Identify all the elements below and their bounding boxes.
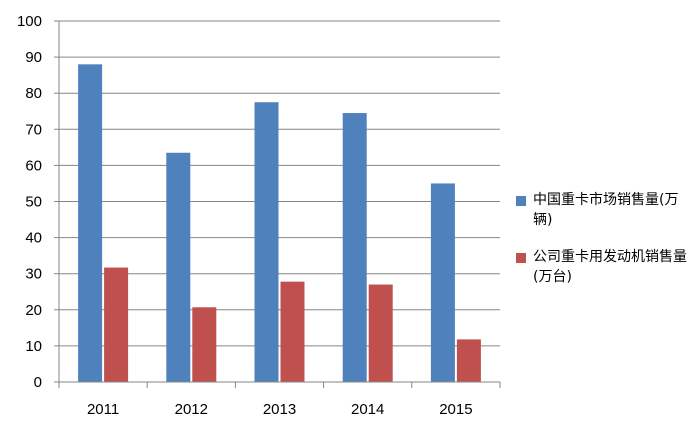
y-tick-label: 10 [25,338,42,355]
bar-engine-2013 [280,281,305,382]
legend-swatch-engine [516,253,526,263]
y-tick-label: 30 [25,266,42,283]
y-tick-label: 60 [25,157,42,174]
gridlines [59,20,500,347]
y-tick-label: 0 [34,374,42,391]
bar-market-2011 [78,64,103,382]
legend-item-engine: 公司重卡用发动机销售量(万台) [516,247,696,287]
bar-engine-2011 [104,267,129,382]
y-tick-label: 80 [25,85,42,102]
x-tick-label: 2015 [439,401,472,418]
y-axis-ticks: 0 10 20 30 40 50 60 70 80 90 100 [17,13,59,391]
x-axis-ticks: 2011 2012 2013 2014 2015 [58,382,501,418]
x-tick-label: 2013 [263,401,296,418]
y-tick-label: 90 [25,49,42,66]
x-tick-label: 2014 [351,401,384,418]
y-tick-label: 40 [25,230,42,247]
x-tick-label: 2012 [175,401,208,418]
bar-engine-2012 [192,307,217,382]
bar-engine-2014 [368,284,393,382]
legend-swatch-market [516,196,526,206]
bar-market-2012 [166,152,191,382]
bar-market-2015 [430,183,455,382]
bars [78,64,481,383]
legend-label-engine: 公司重卡用发动机销售量(万台) [533,249,687,285]
legend-item-market: 中国重卡市场销售量(万辆) [516,190,696,230]
legend: 中国重卡市场销售量(万辆) 公司重卡用发动机销售量(万台) [516,190,696,304]
legend-label-market: 中国重卡市场销售量(万辆) [533,192,679,228]
y-tick-label: 70 [25,121,42,138]
bar-engine-2015 [456,339,481,382]
bar-market-2013 [254,102,279,382]
y-tick-label: 100 [17,13,42,30]
bar-market-2014 [342,113,367,383]
y-tick-label: 50 [25,194,42,211]
y-tick-label: 20 [25,302,42,319]
x-tick-label: 2011 [87,401,119,418]
